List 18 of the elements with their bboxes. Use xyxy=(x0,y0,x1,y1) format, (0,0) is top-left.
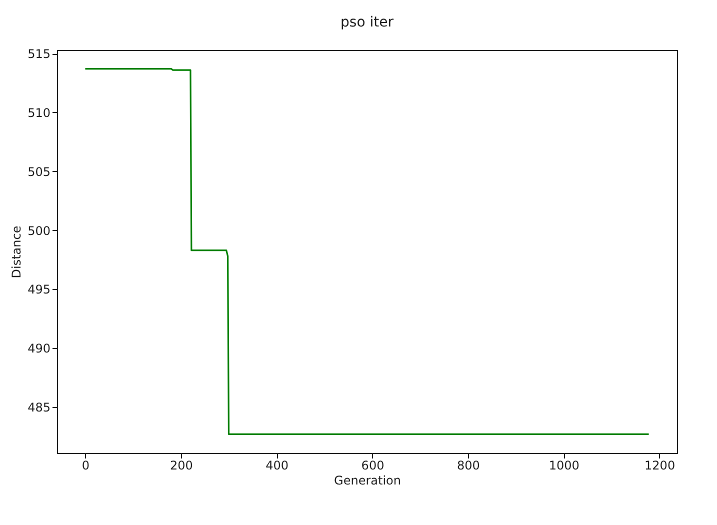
y-tick-label: 500 xyxy=(28,224,50,238)
y-tick-label: 495 xyxy=(28,282,50,297)
y-tick-label: 510 xyxy=(28,106,50,120)
y-tick-label: 485 xyxy=(28,400,50,415)
line-series xyxy=(84,68,650,435)
x-tick-label: 800 xyxy=(456,458,480,472)
y-tick-label: 515 xyxy=(28,47,50,62)
x-axis-title: Generation xyxy=(334,474,401,488)
x-tick-label: 0 xyxy=(82,458,90,472)
x-tick-label: 200 xyxy=(170,458,193,472)
y-axis-title: Distance xyxy=(10,226,24,278)
chart-title: pso iter xyxy=(340,14,394,31)
x-tick-label: 1200 xyxy=(644,458,676,472)
x-tick-label: 400 xyxy=(266,458,289,472)
y-tick-label: 490 xyxy=(28,342,50,356)
x-tick-label: 1000 xyxy=(548,458,580,472)
y-tick-label: 505 xyxy=(28,164,50,179)
x-tick-label: 600 xyxy=(361,458,384,472)
